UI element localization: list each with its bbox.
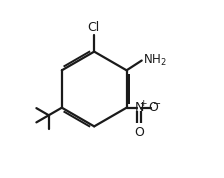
Text: N: N (134, 101, 144, 114)
Text: Cl: Cl (87, 21, 99, 34)
Text: +: + (140, 99, 147, 108)
Text: O: O (134, 126, 144, 139)
Text: O: O (149, 101, 159, 114)
Text: NH$_2$: NH$_2$ (143, 53, 166, 68)
Text: −: − (153, 99, 162, 109)
